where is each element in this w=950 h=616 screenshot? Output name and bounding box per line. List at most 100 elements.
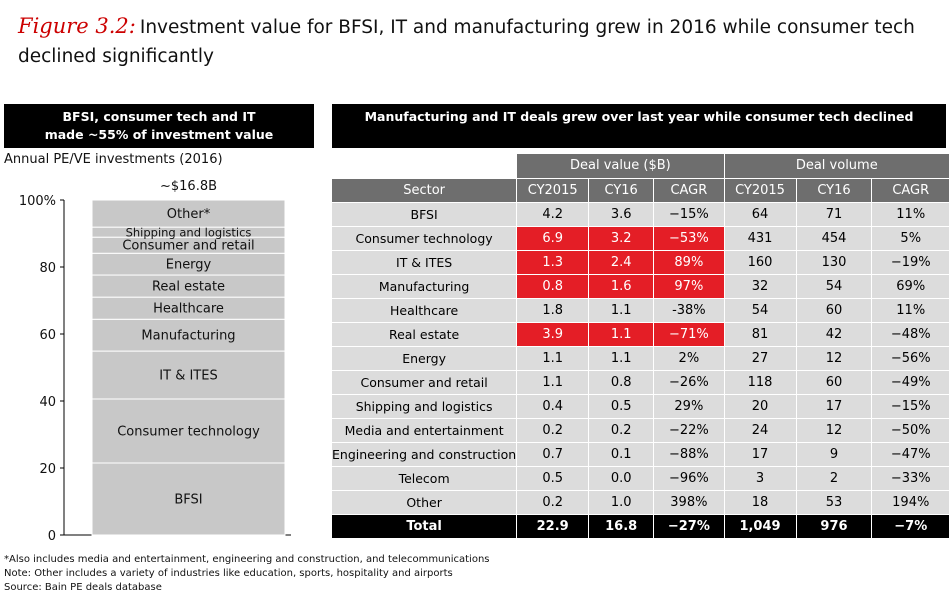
value-cell: −19% — [871, 250, 950, 275]
sector-cell: BFSI — [332, 202, 518, 227]
column-header-row: Sector CY2015 CY16 CAGR CY2015 CY16 CAGR — [332, 178, 950, 203]
value-cell: 2 — [796, 466, 873, 491]
value-cell: 54 — [796, 274, 873, 299]
value-cell: −56% — [871, 346, 950, 371]
highlighted-value-cell: 2.4 — [588, 250, 655, 275]
value-cell: 1.8 — [516, 298, 590, 323]
table-row: Energy 1.1 1.1 2% 27 12 −56% — [332, 346, 950, 371]
value-cell: 32 — [724, 274, 797, 299]
total-row: Total 22.9 16.8 −27% 1,049 976 −7% — [332, 514, 950, 539]
bar-segment-label: Manufacturing — [141, 329, 235, 344]
value-cell: 160 — [724, 250, 797, 275]
bar-segment-label: Other* — [167, 207, 211, 222]
table-row: IT & ITES 1.3 2.4 89% 160 130 −19% — [332, 250, 950, 275]
value-cell: 9 — [796, 442, 873, 467]
y-tick-label: 20 — [39, 462, 56, 477]
highlighted-value-cell: 1.3 — [516, 250, 590, 275]
table-row: Consumer and retail 1.1 0.8 −26% 118 60 −49% — [332, 370, 950, 395]
value-cell: −49% — [871, 370, 950, 395]
value-cell: -38% — [653, 298, 725, 323]
sector-cell: Consumer technology — [332, 226, 518, 251]
sector-cell: Telecom — [332, 466, 518, 491]
value-cell: 17 — [724, 442, 797, 467]
value-cell: −26% — [653, 370, 725, 395]
value-cell: 60 — [796, 298, 873, 323]
value-cell: 18 — [724, 490, 797, 515]
sector-cell: Energy — [332, 346, 518, 371]
highlighted-value-cell: 3.2 — [588, 226, 655, 251]
value-cell: 81 — [724, 322, 797, 347]
bar-segment — [91, 350, 286, 400]
left-panel-header: BFSI, consumer tech and IT made ~55% of … — [4, 104, 314, 148]
sector-cell: Manufacturing — [332, 274, 518, 299]
value-cell: 1.1 — [516, 370, 590, 395]
total-value-cell: 976 — [796, 514, 873, 539]
table-row: BFSI 4.2 3.6 −15% 64 71 11% — [332, 202, 950, 227]
table-row: Telecom 0.5 0.0 −96% 3 2 −33% — [332, 466, 950, 491]
left-header-line1: BFSI, consumer tech and IT — [62, 109, 256, 124]
value-cell: 17 — [796, 394, 873, 419]
value-cell: −96% — [653, 466, 725, 491]
highlighted-value-cell: 1.6 — [588, 274, 655, 299]
sector-cell: Other — [332, 490, 518, 515]
column-header: Sector — [332, 178, 518, 203]
footnotes: *Also includes media and entertainment, … — [4, 553, 490, 595]
footnote-note: Note: Other includes a variety of indust… — [4, 568, 453, 579]
value-cell: 71 — [796, 202, 873, 227]
figure-title: Figure 3.2: Investment value for BFSI, IT… — [18, 12, 938, 71]
sector-cell: IT & ITES — [332, 250, 518, 275]
highlighted-value-cell: 3.9 — [516, 322, 590, 347]
table-row: Other 0.2 1.0 398% 18 53 194% — [332, 490, 950, 515]
value-cell: 12 — [796, 346, 873, 371]
group-header-blank — [332, 154, 518, 179]
value-cell: 1.1 — [588, 346, 655, 371]
value-cell: 11% — [871, 298, 950, 323]
value-cell: 11% — [871, 202, 950, 227]
bar-segment-label: Healthcare — [153, 302, 224, 317]
y-tick-label: 0 — [48, 529, 56, 544]
total-value-cell: 16.8 — [588, 514, 655, 539]
sector-cell: Consumer and retail — [332, 370, 518, 395]
value-cell: 64 — [724, 202, 797, 227]
highlighted-value-cell: 1.1 — [588, 322, 655, 347]
column-header: CY2015 — [516, 178, 590, 203]
y-tick-label: 80 — [39, 261, 56, 276]
column-header: CY16 — [796, 178, 873, 203]
value-cell: 0.8 — [588, 370, 655, 395]
bar-segment-label: IT & ITES — [159, 369, 217, 384]
value-cell: 0.5 — [588, 394, 655, 419]
figure-title-text: Investment value for BFSI, IT and manufa… — [18, 17, 915, 67]
bar-segment-label: BFSI — [174, 492, 202, 507]
total-value-cell: −7% — [871, 514, 950, 539]
value-cell: −50% — [871, 418, 950, 443]
table-row: Manufacturing 0.8 1.6 97% 32 54 69% — [332, 274, 950, 299]
value-cell: 398% — [653, 490, 725, 515]
value-cell: 130 — [796, 250, 873, 275]
y-tick-label: 100% — [19, 194, 56, 209]
value-cell: 454 — [796, 226, 873, 251]
value-cell: 53 — [796, 490, 873, 515]
highlighted-value-cell: −71% — [653, 322, 725, 347]
highlighted-value-cell: 6.9 — [516, 226, 590, 251]
value-cell: 54 — [724, 298, 797, 323]
value-cell: 2% — [653, 346, 725, 371]
highlighted-value-cell: 89% — [653, 250, 725, 275]
value-cell: 69% — [871, 274, 950, 299]
sector-cell: Real estate — [332, 322, 518, 347]
bar-segment-label: Real estate — [152, 280, 225, 295]
value-cell: 0.5 — [516, 466, 590, 491]
table-row: Consumer technology 6.9 3.2 −53% 431 454 5% — [332, 226, 950, 251]
value-cell: −15% — [653, 202, 725, 227]
value-cell: 3 — [724, 466, 797, 491]
right-panel-header: Manufacturing and IT deals grew over las… — [332, 104, 946, 148]
total-value-cell: 1,049 — [724, 514, 797, 539]
bar-segment — [91, 199, 286, 228]
group-header-row: Deal value ($B) Deal volume — [332, 154, 950, 179]
group-header-deal-volume: Deal volume — [724, 154, 950, 179]
y-tick-label: 40 — [39, 395, 56, 410]
value-cell: 42 — [796, 322, 873, 347]
sector-cell: Shipping and logistics — [332, 394, 518, 419]
value-cell: 5% — [871, 226, 950, 251]
total-value-cell: −27% — [653, 514, 725, 539]
table-row: Shipping and logistics 0.4 0.5 29% 20 17 −15% — [332, 394, 950, 419]
